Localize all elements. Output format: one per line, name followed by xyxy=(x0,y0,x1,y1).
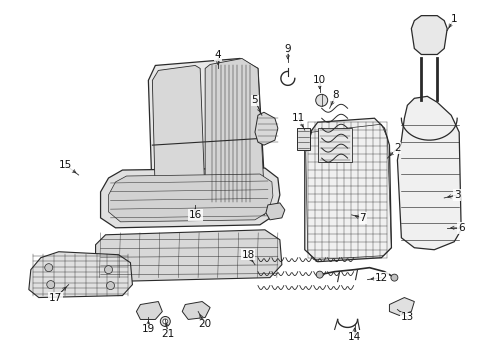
Circle shape xyxy=(316,271,323,278)
Text: 11: 11 xyxy=(291,113,305,123)
Circle shape xyxy=(47,280,55,289)
Polygon shape xyxy=(182,302,210,319)
Polygon shape xyxy=(296,128,309,150)
Circle shape xyxy=(104,266,112,274)
Text: 12: 12 xyxy=(374,273,387,283)
Text: 14: 14 xyxy=(347,332,361,342)
Text: 2: 2 xyxy=(393,143,400,153)
Polygon shape xyxy=(317,128,351,162)
Circle shape xyxy=(45,264,53,272)
Polygon shape xyxy=(29,252,132,298)
Polygon shape xyxy=(410,15,447,54)
Text: 9: 9 xyxy=(284,44,290,54)
Text: 17: 17 xyxy=(49,293,62,302)
Polygon shape xyxy=(152,66,205,208)
Text: 5: 5 xyxy=(251,95,258,105)
Text: 21: 21 xyxy=(162,329,175,339)
Text: 20: 20 xyxy=(198,319,211,329)
Polygon shape xyxy=(136,302,162,319)
Polygon shape xyxy=(108,174,272,222)
Polygon shape xyxy=(254,112,277,145)
Polygon shape xyxy=(397,96,460,250)
Polygon shape xyxy=(265,203,285,220)
Polygon shape xyxy=(101,168,279,228)
Circle shape xyxy=(163,319,167,324)
Text: 4: 4 xyxy=(214,50,221,60)
Polygon shape xyxy=(148,58,264,212)
Polygon shape xyxy=(148,198,264,218)
Text: 10: 10 xyxy=(312,75,325,85)
Text: 13: 13 xyxy=(400,312,413,323)
Circle shape xyxy=(106,282,114,289)
Text: 19: 19 xyxy=(142,324,155,334)
Circle shape xyxy=(390,274,397,281)
Polygon shape xyxy=(388,298,413,315)
Text: 18: 18 xyxy=(241,250,254,260)
Text: 6: 6 xyxy=(457,223,464,233)
Text: 15: 15 xyxy=(59,160,72,170)
Polygon shape xyxy=(304,118,390,262)
Text: 16: 16 xyxy=(188,210,202,220)
Polygon shape xyxy=(205,58,264,206)
Polygon shape xyxy=(95,230,281,282)
Text: 7: 7 xyxy=(359,213,365,223)
Circle shape xyxy=(160,316,170,327)
Text: 8: 8 xyxy=(332,90,338,100)
Circle shape xyxy=(315,94,327,106)
Text: 3: 3 xyxy=(453,190,460,200)
Text: 1: 1 xyxy=(450,14,457,24)
